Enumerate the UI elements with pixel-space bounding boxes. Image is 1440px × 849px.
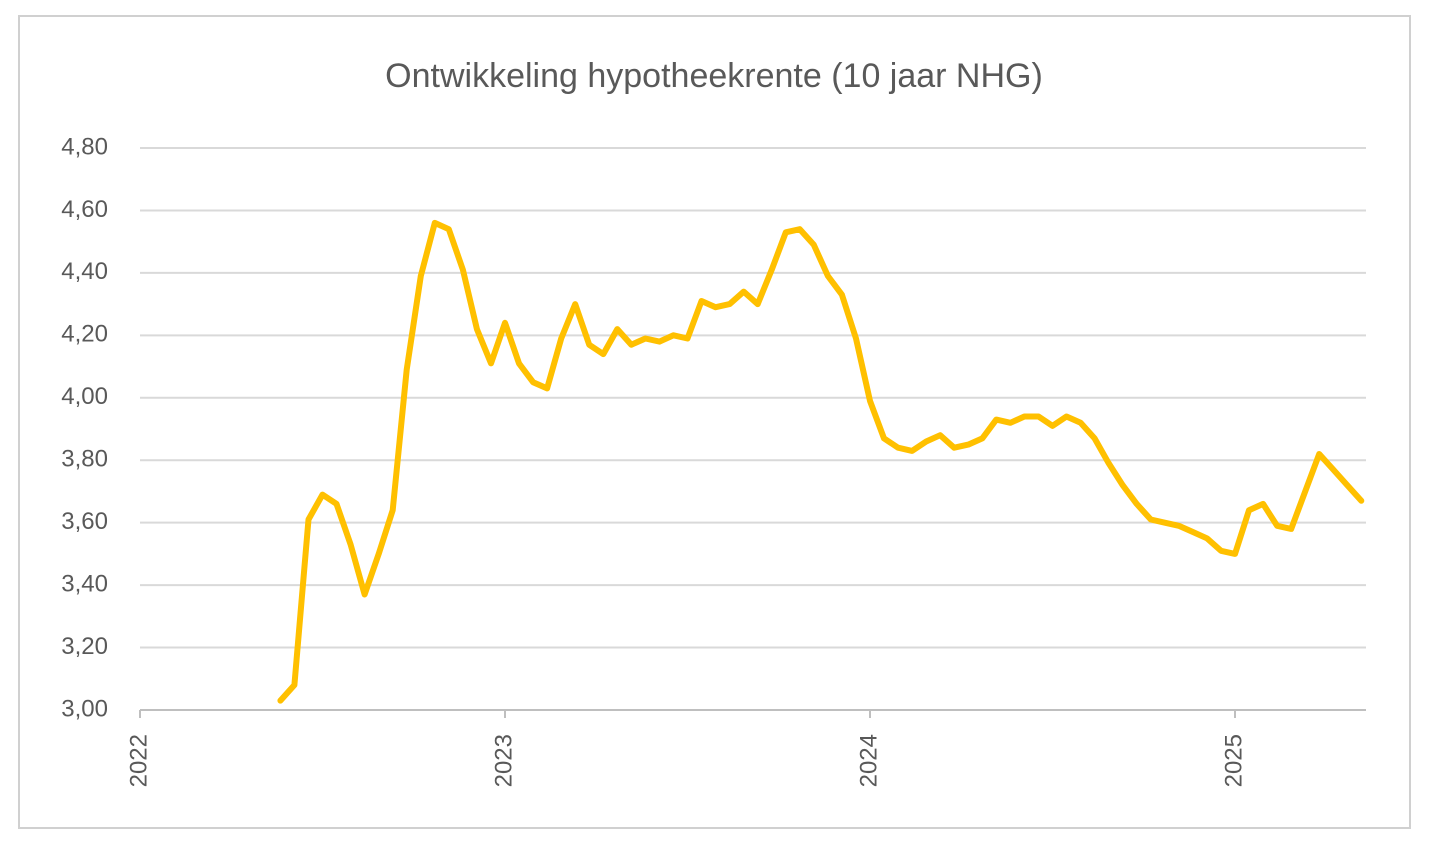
x-tick-label: 2022	[125, 734, 152, 787]
y-tick-label: 3,00	[61, 695, 108, 722]
y-tick-label: 3,20	[61, 633, 108, 660]
chart-title: Ontwikkeling hypotheekrente (10 jaar NHG…	[385, 57, 1043, 95]
x-tick-label: 2025	[1220, 734, 1247, 787]
y-tick-label: 4,80	[61, 133, 108, 160]
x-tick-label: 2023	[490, 734, 517, 787]
y-tick-label: 3,40	[61, 570, 108, 597]
y-tick-label: 4,00	[61, 383, 108, 410]
line-series	[277, 219, 1365, 704]
y-tick-label: 4,60	[61, 196, 108, 223]
x-tick-label: 2024	[855, 734, 882, 787]
y-tick-label: 3,80	[61, 446, 108, 473]
y-tick-label: 3,60	[61, 508, 108, 535]
y-tick-label: 4,40	[61, 258, 108, 285]
y-tick-label: 4,20	[61, 321, 108, 348]
chart-frame	[18, 15, 1411, 829]
